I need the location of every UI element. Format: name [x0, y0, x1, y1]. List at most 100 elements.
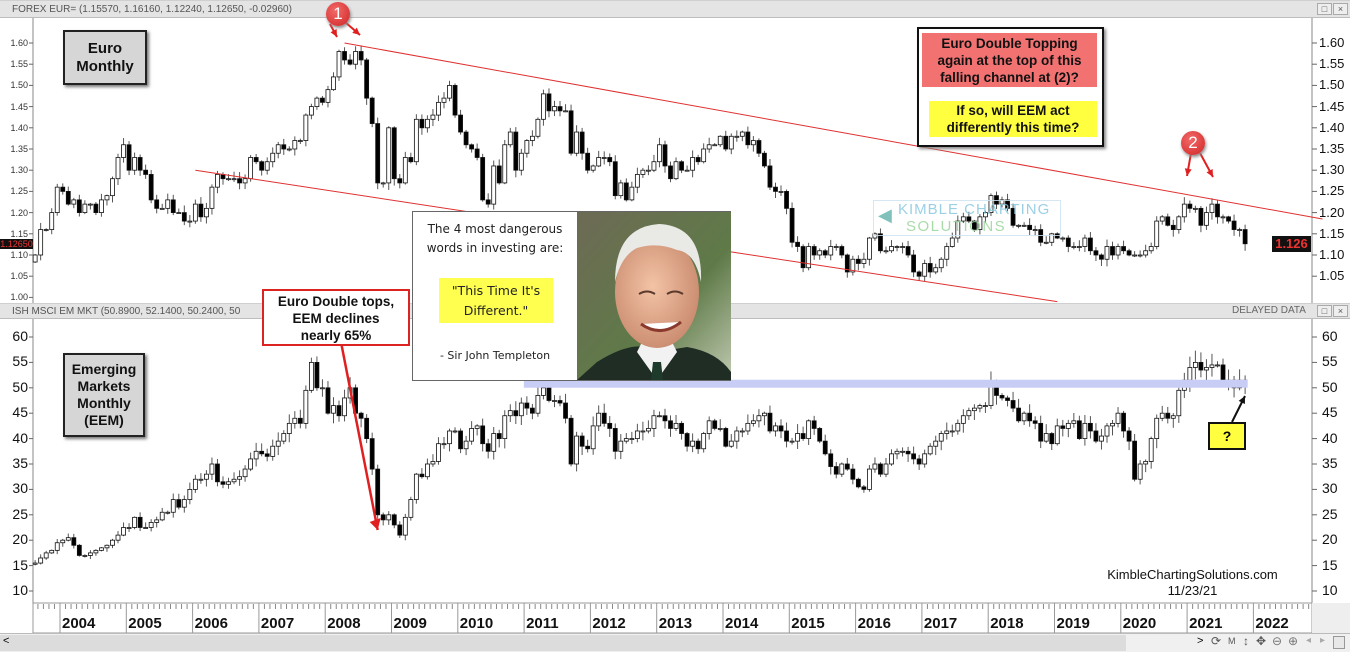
- candle-up: [425, 463, 430, 478]
- candle-up: [563, 110, 568, 113]
- horizontal-scrollbar[interactable]: [0, 635, 1126, 651]
- candle-up: [1076, 246, 1082, 248]
- candle-up: [126, 527, 132, 529]
- candle-up: [65, 537, 71, 541]
- candle-up: [413, 118, 419, 163]
- decline-arrow-head: [369, 518, 381, 531]
- candle-up: [900, 450, 905, 453]
- label-line: (EEM): [84, 412, 124, 428]
- previous-icon[interactable]: ◂: [1306, 635, 1312, 646]
- kimble-logo-icon: ◀: [878, 205, 892, 225]
- restore-icon[interactable]: □: [1317, 3, 1332, 15]
- quote-highlight: "This Time It's Different.": [439, 278, 553, 323]
- label-line: Monthly: [76, 57, 134, 75]
- candle-up: [750, 140, 756, 146]
- candle-up: [955, 422, 961, 432]
- candle-down: [485, 443, 491, 452]
- right-axis-tick-label: 25: [1322, 505, 1338, 522]
- candle-down: [347, 59, 353, 65]
- candle-up: [99, 547, 104, 551]
- candle-down: [253, 157, 259, 163]
- candle-up: [281, 433, 287, 442]
- candle-up: [983, 212, 988, 218]
- right-axis-tick-label: 1.30: [1319, 162, 1345, 178]
- candle-up: [574, 131, 579, 154]
- candle-down: [1027, 224, 1033, 230]
- close-icon[interactable]: ×: [1333, 3, 1348, 15]
- candle-up: [734, 430, 740, 442]
- candle-down: [795, 241, 800, 247]
- candle-down: [325, 387, 331, 414]
- candle-down: [557, 400, 563, 404]
- candle-down: [198, 203, 204, 218]
- candle-up: [977, 405, 983, 409]
- candle-up: [402, 157, 408, 184]
- eem-ohlc-readout: ISH MSCI EM MKT (50.8900, 52.1400, 50.24…: [12, 306, 241, 317]
- left-axis-tick-label: 1.05: [10, 271, 28, 282]
- candle-down: [1038, 422, 1044, 442]
- candle-up: [231, 478, 237, 483]
- euro-series: [32, 45, 1248, 282]
- candle-up: [1043, 433, 1049, 442]
- text-line: differently this time?: [946, 120, 1080, 135]
- zoom-out-icon[interactable]: ⊖: [1272, 634, 1283, 648]
- candle-down: [474, 148, 480, 158]
- scroll-right-button[interactable]: >: [1197, 635, 1204, 647]
- candle-down: [784, 190, 789, 209]
- templeton-quote: The 4 most dangerous words in investing …: [412, 211, 731, 381]
- candle-down: [1121, 246, 1126, 252]
- year-label: 2019: [1056, 615, 1090, 632]
- candle-down: [1099, 254, 1104, 260]
- candle-up: [270, 445, 276, 457]
- right-axis-tick-label: 35: [1322, 455, 1338, 471]
- candle-up: [574, 435, 579, 465]
- monthly-button[interactable]: M: [1228, 636, 1236, 646]
- candle-down: [668, 420, 673, 429]
- candle-down: [1198, 207, 1204, 226]
- candle-up: [110, 178, 115, 197]
- candle-up: [452, 430, 458, 433]
- candle-down: [563, 402, 568, 419]
- candle-up: [706, 420, 712, 434]
- candle-up: [491, 433, 497, 452]
- zoom-in-icon[interactable]: ⊕: [1288, 634, 1299, 648]
- support-band: [523, 379, 1248, 388]
- candle-up: [646, 428, 651, 432]
- left-axis-tick-label: 1.40: [10, 122, 28, 133]
- restore-icon[interactable]: □: [1317, 305, 1332, 317]
- left-axis-tick-label: 1.55: [10, 59, 28, 70]
- candle-down: [76, 199, 82, 214]
- candle-up: [226, 178, 231, 181]
- scroll-left-button[interactable]: <: [3, 635, 10, 647]
- candle-down: [1231, 220, 1237, 230]
- candle-down: [1005, 397, 1010, 401]
- question-mark-box: ?: [1208, 422, 1246, 450]
- right-axis-tick-label: 20: [1322, 531, 1338, 548]
- right-axis-tick-label: 1.10: [1319, 247, 1345, 262]
- candle-down: [668, 165, 673, 180]
- calculator-icon[interactable]: [1333, 636, 1345, 649]
- candle-down: [143, 169, 149, 175]
- right-axis-tick-label: 1.05: [1319, 268, 1345, 284]
- candle-up: [242, 468, 248, 478]
- candle-up: [463, 440, 469, 450]
- left-axis-tick-label: 45: [12, 404, 28, 421]
- delayed-data-label: DELAYED DATA: [1232, 305, 1306, 316]
- left-axis-tick-label: 1.00: [10, 292, 28, 303]
- next-icon[interactable]: ▸: [1320, 635, 1326, 646]
- candle-up: [353, 51, 358, 65]
- candle-up: [949, 237, 955, 247]
- candle-up: [1143, 461, 1149, 465]
- candle-up: [657, 144, 662, 163]
- candle-up: [889, 453, 894, 465]
- candle-up: [977, 216, 983, 230]
- left-axis-tick-label: 60: [12, 328, 28, 344]
- refresh-icon[interactable]: ⟳: [1211, 634, 1222, 648]
- close-icon[interactable]: ×: [1333, 305, 1348, 317]
- vertical-scale-icon[interactable]: ↕: [1243, 634, 1249, 648]
- right-axis-tick-label: 15: [1322, 556, 1338, 573]
- candle-up: [701, 433, 707, 450]
- candle-down: [496, 165, 502, 184]
- candle-up: [82, 555, 88, 557]
- pan-icon[interactable]: ✥: [1256, 634, 1267, 648]
